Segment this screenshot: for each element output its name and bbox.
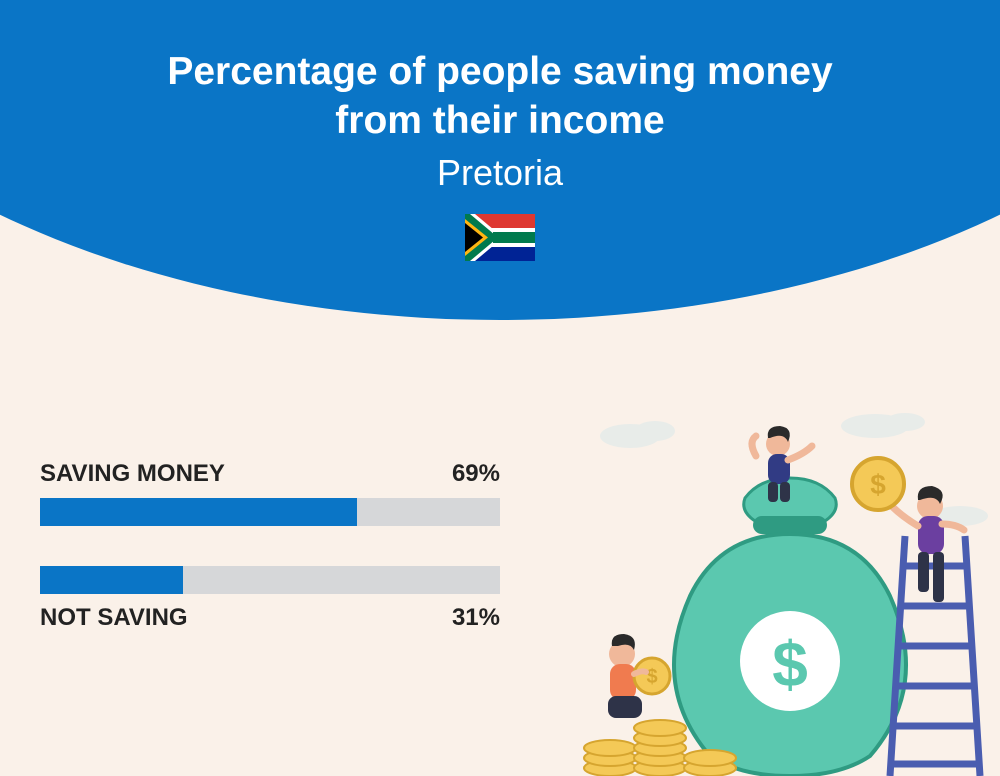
bar-label: NOT SAVING — [40, 604, 188, 632]
bar-fill-not-saving — [40, 566, 183, 594]
south-africa-flag-icon — [465, 214, 535, 261]
title-line-1: Percentage of people saving money — [0, 48, 1000, 97]
bar-labels-not-saving: NOT SAVING 31% — [40, 604, 500, 632]
bar-fill-saving — [40, 498, 357, 526]
bar-value: 31% — [452, 604, 500, 632]
svg-text:$: $ — [646, 666, 657, 688]
svg-text:$: $ — [870, 469, 886, 500]
bar-value: 69% — [452, 460, 500, 488]
bar-track — [40, 566, 500, 594]
bar-label: SAVING MONEY — [40, 460, 225, 488]
person-sitting-icon: $ — [608, 634, 670, 718]
title-line-2: from their income — [0, 97, 1000, 146]
bar-row-not-saving: NOT SAVING 31% — [40, 566, 500, 632]
bar-track — [40, 498, 500, 526]
bar-row-saving: SAVING MONEY 69% — [40, 460, 500, 526]
header: Percentage of people saving money from t… — [0, 0, 1000, 261]
money-bag-icon: $ — [674, 478, 906, 776]
bar-chart: SAVING MONEY 69% NOT SAVING 31% — [40, 460, 500, 660]
subtitle: Pretoria — [0, 152, 1000, 194]
bar-labels-saving: SAVING MONEY 69% — [40, 460, 500, 488]
savings-illustration: $ $ — [560, 406, 1000, 776]
svg-text:$: $ — [772, 628, 808, 700]
